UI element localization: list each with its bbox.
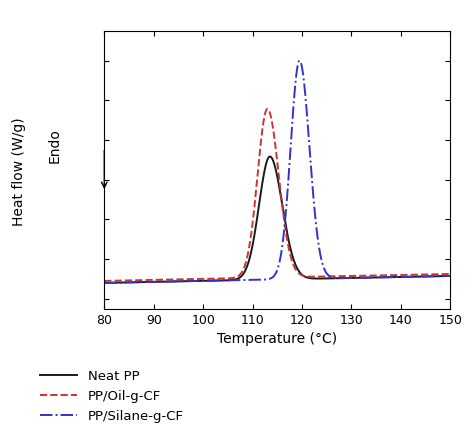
- PP/Oil-g-CF: [447, 271, 453, 277]
- PP/Oil-g-CF: [261, 120, 266, 125]
- Neat PP: [270, 157, 275, 162]
- Neat PP: [267, 154, 273, 159]
- PP/Oil-g-CF: [374, 273, 380, 278]
- PP/Oil-g-CF: [438, 272, 443, 277]
- PP/Silane-g-CF: [438, 273, 443, 279]
- PP/Silane-g-CF: [438, 273, 443, 279]
- X-axis label: Temperature (°C): Temperature (°C): [217, 332, 337, 346]
- PP/Oil-g-CF: [270, 123, 275, 129]
- PP/Silane-g-CF: [447, 273, 453, 279]
- Text: Endo: Endo: [47, 128, 62, 163]
- Line: PP/Oil-g-CF: PP/Oil-g-CF: [104, 109, 450, 281]
- PP/Oil-g-CF: [101, 278, 107, 284]
- Line: PP/Silane-g-CF: PP/Silane-g-CF: [104, 61, 450, 283]
- Neat PP: [438, 273, 443, 279]
- Neat PP: [447, 273, 453, 279]
- Neat PP: [438, 273, 443, 279]
- Line: Neat PP: Neat PP: [104, 157, 450, 283]
- PP/Silane-g-CF: [261, 277, 266, 282]
- Neat PP: [119, 280, 125, 285]
- PP/Silane-g-CF: [374, 275, 380, 280]
- PP/Oil-g-CF: [438, 272, 443, 277]
- PP/Silane-g-CF: [297, 58, 302, 64]
- PP/Silane-g-CF: [119, 280, 125, 285]
- PP/Silane-g-CF: [270, 275, 275, 280]
- PP/Oil-g-CF: [264, 106, 270, 112]
- Neat PP: [261, 174, 266, 179]
- Text: Heat flow (W/g): Heat flow (W/g): [12, 118, 26, 226]
- Neat PP: [101, 280, 107, 286]
- PP/Silane-g-CF: [101, 280, 107, 286]
- Neat PP: [374, 275, 380, 280]
- PP/Oil-g-CF: [119, 278, 125, 283]
- Legend: Neat PP, PP/Oil-g-CF, PP/Silane-g-CF: Neat PP, PP/Oil-g-CF, PP/Silane-g-CF: [35, 364, 189, 428]
